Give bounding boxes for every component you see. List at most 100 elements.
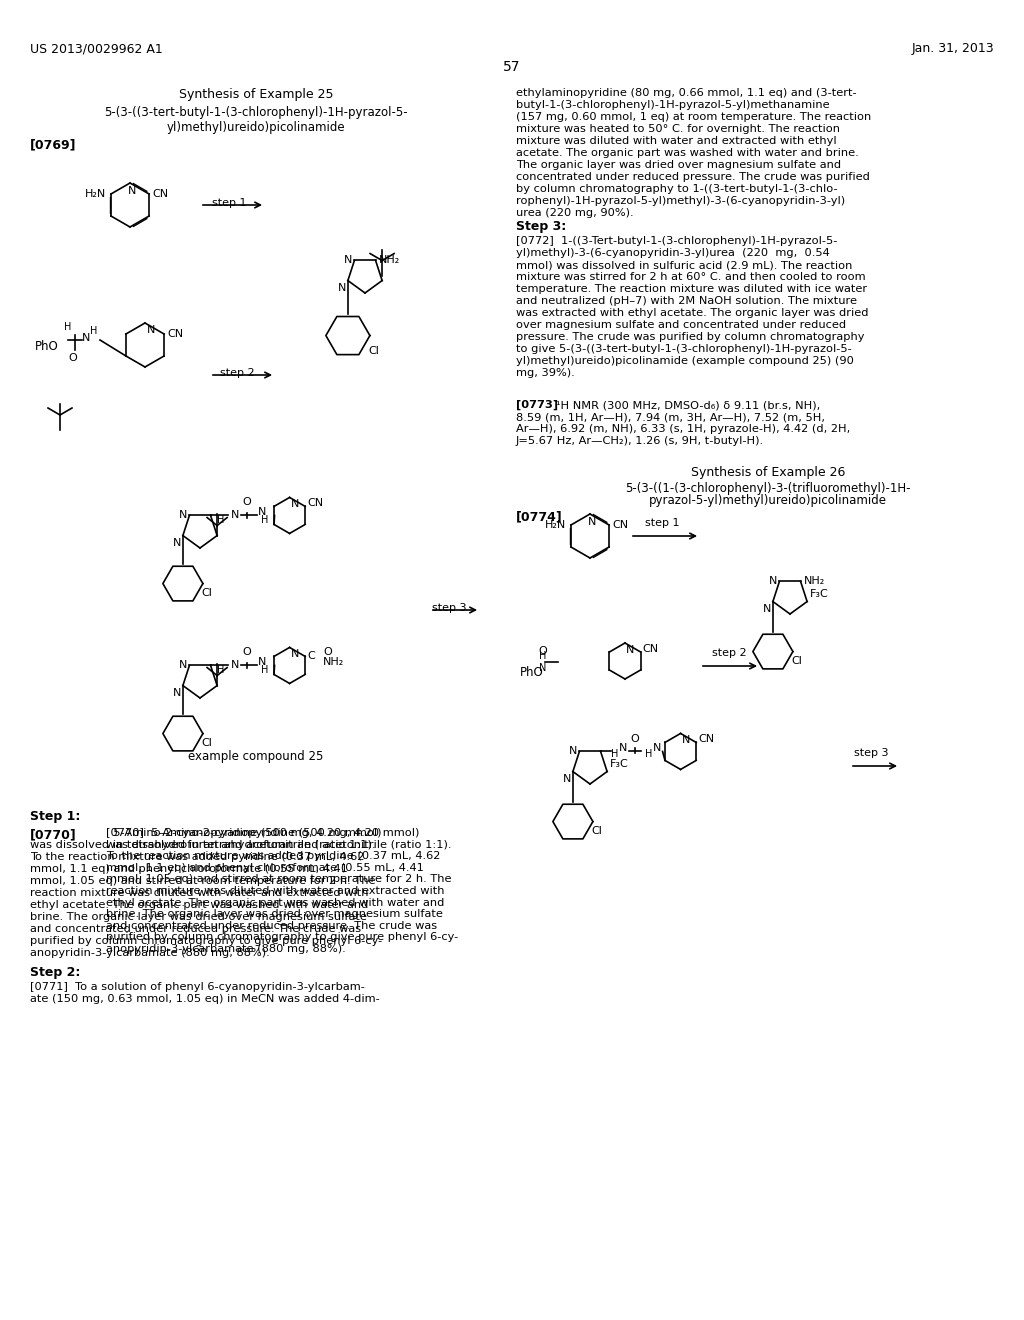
Text: Cl: Cl <box>368 346 379 355</box>
Text: step 2: step 2 <box>712 648 746 657</box>
Text: step 3: step 3 <box>432 603 467 612</box>
Text: O: O <box>324 647 332 657</box>
Text: H: H <box>217 515 224 525</box>
Text: mmol) was dissolved in sulfuric acid (2.9 mL). The reaction: mmol) was dissolved in sulfuric acid (2.… <box>516 260 852 271</box>
Text: CN: CN <box>698 734 715 744</box>
Text: pyrazol-5-yl)methyl)ureido)picolinamide: pyrazol-5-yl)methyl)ureido)picolinamide <box>649 494 887 507</box>
Text: [0774]: [0774] <box>516 510 563 523</box>
Text: N: N <box>82 333 90 343</box>
Text: (lower structure tBu): (lower structure tBu) <box>55 441 142 450</box>
Text: N: N <box>588 517 596 527</box>
Text: N: N <box>569 746 578 756</box>
Text: CN: CN <box>167 329 183 339</box>
Text: 5-Amino-2-cyanopyridine (500 mg, 4.20 mmol)
was dissolved in tetrahydrofuran and: 5-Amino-2-cyanopyridine (500 mg, 4.20 mm… <box>106 828 459 954</box>
Text: NH₂: NH₂ <box>804 577 824 586</box>
Text: [0769]: [0769] <box>30 139 77 150</box>
Text: anopyridin-3-ylcarbamate (880 mg, 88%).: anopyridin-3-ylcarbamate (880 mg, 88%). <box>30 948 269 958</box>
Text: [0773]: [0773] <box>516 400 558 411</box>
Text: Cl: Cl <box>201 587 212 598</box>
Text: brine. The organic layer was dried over magnesium sulfate: brine. The organic layer was dried over … <box>30 912 367 921</box>
Text: CN: CN <box>152 189 168 199</box>
Text: H: H <box>90 326 97 337</box>
Text: 5-(3-((3-tert-butyl-1-(3-chlorophenyl)-1H-pyrazol-5-
yl)methyl)ureido)picolinami: 5-(3-((3-tert-butyl-1-(3-chlorophenyl)-1… <box>104 106 408 135</box>
Text: [0770]: [0770] <box>30 828 77 841</box>
Text: N: N <box>179 511 187 520</box>
Text: temperature. The reaction mixture was diluted with ice water: temperature. The reaction mixture was di… <box>516 284 867 294</box>
Text: To the reaction mixture was added pyridine (0.37 mL, 4.62: To the reaction mixture was added pyridi… <box>30 851 365 862</box>
Text: N: N <box>179 660 187 671</box>
Text: Step 3:: Step 3: <box>516 220 566 234</box>
Text: CN: CN <box>307 499 324 508</box>
Text: ate (150 mg, 0.63 mmol, 1.05 eq) in MeCN was added 4-dim-: ate (150 mg, 0.63 mmol, 1.05 eq) in MeCN… <box>30 994 380 1005</box>
Text: to give 5-(3-((3-tert-butyl-1-(3-chlorophenyl)-1H-pyrazol-5-: to give 5-(3-((3-tert-butyl-1-(3-chlorop… <box>516 345 852 354</box>
Text: Cl: Cl <box>791 656 802 665</box>
Text: H: H <box>260 665 268 676</box>
Text: Synthesis of Example 26: Synthesis of Example 26 <box>691 466 845 479</box>
Text: 8.59 (m, 1H, Ar—H), 7.94 (m, 3H, Ar—H), 7.52 (m, 5H,: 8.59 (m, 1H, Ar—H), 7.94 (m, 3H, Ar—H), … <box>516 412 825 422</box>
Text: rophenyl)-1H-pyrazol-5-yl)methyl)-3-(6-cyanopyridin-3-yl): rophenyl)-1H-pyrazol-5-yl)methyl)-3-(6-c… <box>516 195 845 206</box>
Text: yl)methyl)ureido)picolinamide (example compound 25) (90: yl)methyl)ureido)picolinamide (example c… <box>516 356 854 366</box>
Text: purified by column chromatography to give pure phenyl 6-cy-: purified by column chromatography to giv… <box>30 936 382 946</box>
Text: H: H <box>644 750 652 759</box>
Text: N: N <box>172 537 181 548</box>
Text: N: N <box>128 186 136 195</box>
Text: and concentrated under reduced pressure. The crude was: and concentrated under reduced pressure.… <box>30 924 361 935</box>
Text: N: N <box>652 743 660 754</box>
Text: CN: CN <box>643 644 658 653</box>
Text: concentrated under reduced pressure. The crude was purified: concentrated under reduced pressure. The… <box>516 172 869 182</box>
Text: F₃C: F₃C <box>810 589 828 598</box>
Text: mixture was diluted with water and extracted with ethyl: mixture was diluted with water and extra… <box>516 136 837 147</box>
Text: H₂N: H₂N <box>545 520 566 531</box>
Text: step 2: step 2 <box>220 368 255 378</box>
Text: example compound 25: example compound 25 <box>188 750 324 763</box>
Text: ¹H NMR (300 MHz, DMSO-d₆) δ 9.11 (br.s, NH),: ¹H NMR (300 MHz, DMSO-d₆) δ 9.11 (br.s, … <box>556 400 820 411</box>
Text: step 1: step 1 <box>212 198 247 209</box>
Text: Ar—H), 6.92 (m, NH), 6.33 (s, 1H, pyrazole-H), 4.42 (d, 2H,: Ar—H), 6.92 (m, NH), 6.33 (s, 1H, pyrazo… <box>516 424 850 434</box>
Text: H: H <box>65 322 72 333</box>
Text: Jan. 31, 2013: Jan. 31, 2013 <box>911 42 994 55</box>
Text: N: N <box>291 499 299 510</box>
Text: US 2013/0029962 A1: US 2013/0029962 A1 <box>30 42 163 55</box>
Text: [0772]  1-((3-Tert-butyl-1-(3-chlorophenyl)-1H-pyrazol-5-: [0772] 1-((3-Tert-butyl-1-(3-chloropheny… <box>516 236 838 246</box>
Text: H₂N: H₂N <box>85 189 105 199</box>
Text: O: O <box>539 645 548 656</box>
Text: O: O <box>69 352 78 363</box>
Text: H: H <box>610 750 617 759</box>
Text: [0770]  5-Amino-2-cyanopyridine (500 mg, 4.20 mmol): [0770] 5-Amino-2-cyanopyridine (500 mg, … <box>106 828 420 838</box>
Text: Cl: Cl <box>201 738 212 747</box>
Text: Step 2:: Step 2: <box>30 966 80 979</box>
Text: Step 1:: Step 1: <box>30 810 80 822</box>
Text: N: N <box>344 256 352 265</box>
Text: N: N <box>230 660 239 671</box>
Text: N: N <box>626 645 635 655</box>
Text: over magnesium sulfate and concentrated under reduced: over magnesium sulfate and concentrated … <box>516 319 846 330</box>
Text: C: C <box>307 652 315 661</box>
Text: Synthesis of Example 25: Synthesis of Example 25 <box>179 88 333 102</box>
Text: pressure. The crude was purified by column chromatography: pressure. The crude was purified by colu… <box>516 333 864 342</box>
Text: The organic layer was dried over magnesium sulfate and: The organic layer was dried over magnesi… <box>516 160 841 170</box>
Text: H: H <box>260 515 268 525</box>
Text: [0771]  To a solution of phenyl 6-cyanopyridin-3-ylcarbam-: [0771] To a solution of phenyl 6-cyanopy… <box>30 982 365 993</box>
Text: CN: CN <box>612 520 628 531</box>
Text: PhO: PhO <box>520 667 544 678</box>
Text: N: N <box>682 735 690 746</box>
Text: NH₂: NH₂ <box>379 256 399 265</box>
Text: N: N <box>258 507 266 517</box>
Text: N: N <box>258 657 266 668</box>
Text: O: O <box>630 734 639 744</box>
Text: mmol, 1.1 eq) and phenyl chloroformate (0.55 mL, 4.41: mmol, 1.1 eq) and phenyl chloroformate (… <box>30 865 348 874</box>
Text: Cl: Cl <box>591 825 602 836</box>
Text: 57: 57 <box>503 59 521 74</box>
Text: was dissolved in tetrahydrofuran and acetonitrile (ratio 1:1).: was dissolved in tetrahydrofuran and ace… <box>30 840 376 850</box>
Text: by column chromatography to 1-((3-tert-butyl-1-(3-chlo-: by column chromatography to 1-((3-tert-b… <box>516 183 838 194</box>
Text: mixture was heated to 50° C. for overnight. The reaction: mixture was heated to 50° C. for overnig… <box>516 124 840 135</box>
Text: H
N: H N <box>540 651 547 673</box>
Text: N: N <box>618 743 627 754</box>
Text: N: N <box>147 325 156 335</box>
Text: step 1: step 1 <box>645 517 680 528</box>
Text: yl)methyl)-3-(6-cyanopyridin-3-yl)urea  (220  mg,  0.54: yl)methyl)-3-(6-cyanopyridin-3-yl)urea (… <box>516 248 829 257</box>
Text: butyl-1-(3-chlorophenyl)-1H-pyrazol-5-yl)methanamine: butyl-1-(3-chlorophenyl)-1H-pyrazol-5-yl… <box>516 100 829 110</box>
Text: N: N <box>230 511 239 520</box>
Text: N: N <box>763 603 771 614</box>
Text: PhO: PhO <box>35 341 58 352</box>
